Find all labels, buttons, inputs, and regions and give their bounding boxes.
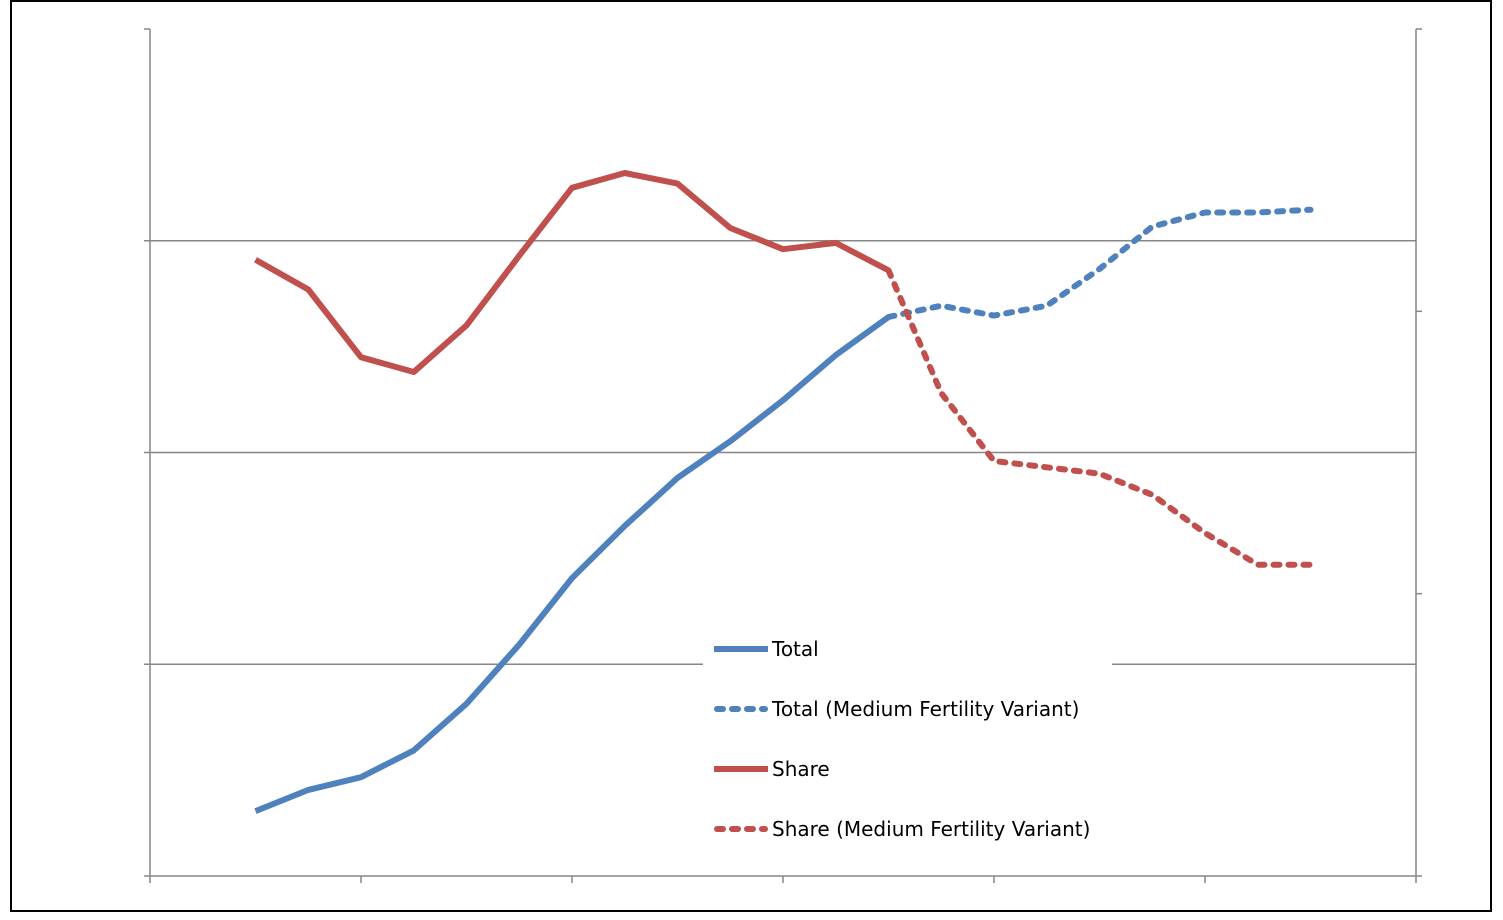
legend-background: [703, 626, 1112, 852]
axes: [144, 28, 1422, 883]
legend-label: Share (Medium Fertility Variant): [772, 817, 1090, 841]
legend-label: Total (Medium Fertility Variant): [771, 697, 1079, 721]
series-line-2: [254, 170, 890, 375]
series-line-0: [254, 314, 891, 814]
legend-label: Total: [771, 637, 819, 661]
legend: Total Total (Medium Fertility Variant) Sha…: [703, 626, 1112, 852]
series-line-3: [885, 267, 1314, 568]
legend-label: Share: [772, 757, 830, 781]
series-lines: [254, 170, 1314, 814]
series-line-1: [885, 206, 1314, 320]
